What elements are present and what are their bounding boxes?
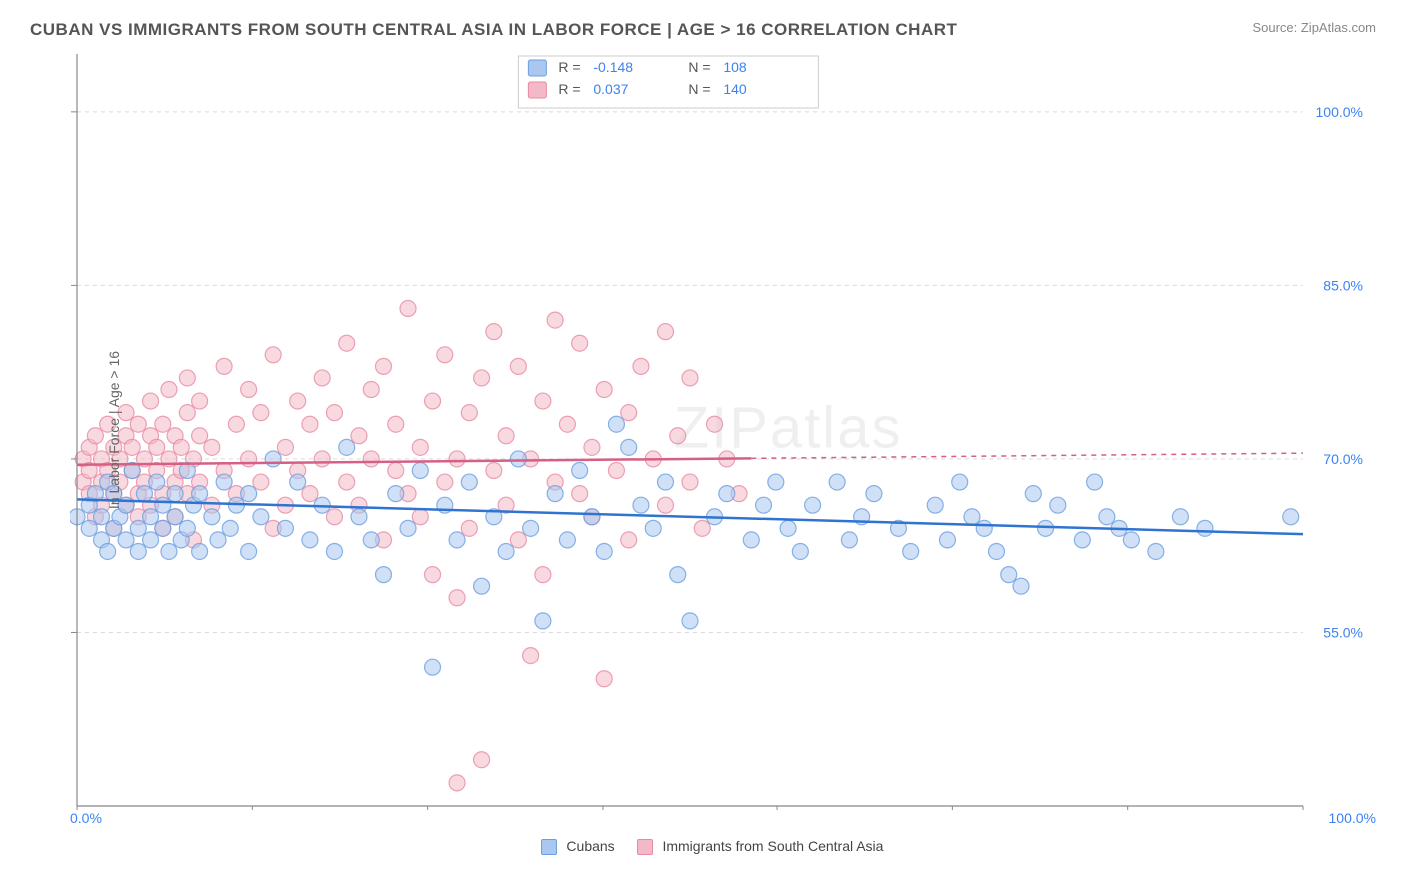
svg-text:-0.148: -0.148 [593, 59, 633, 75]
chart-container: CUBAN VS IMMIGRANTS FROM SOUTH CENTRAL A… [20, 20, 1386, 872]
svg-text:R =: R = [558, 59, 580, 75]
scatter-plot-svg: 55.0%70.0%85.0%100.0%ZIPatlasR =-0.148N … [70, 50, 1376, 810]
x-axis-min-label: 0.0% [70, 810, 102, 826]
svg-text:140: 140 [723, 81, 747, 97]
legend-label-cubans: Cubans [566, 838, 614, 854]
svg-text:70.0%: 70.0% [1323, 451, 1363, 467]
svg-text:55.0%: 55.0% [1323, 624, 1363, 640]
header-row: CUBAN VS IMMIGRANTS FROM SOUTH CENTRAL A… [20, 20, 1386, 50]
legend-swatch-cubans [541, 839, 557, 855]
y-axis-label: In Labor Force | Age > 16 [106, 351, 122, 509]
x-axis-max-label: 100.0% [1329, 810, 1376, 826]
svg-text:100.0%: 100.0% [1316, 104, 1363, 120]
source-label: Source: ZipAtlas.com [1252, 20, 1376, 35]
bottom-legend: Cubans Immigrants from South Central Asi… [20, 838, 1386, 855]
svg-text:85.0%: 85.0% [1323, 277, 1363, 293]
svg-text:N =: N = [688, 59, 710, 75]
svg-text:R =: R = [558, 81, 580, 97]
x-axis-labels: 0.0% 100.0% [70, 810, 1376, 830]
chart-title: CUBAN VS IMMIGRANTS FROM SOUTH CENTRAL A… [30, 20, 957, 40]
plot-area: In Labor Force | Age > 16 55.0% 70.0% 85.0… [70, 50, 1376, 810]
svg-text:0.037: 0.037 [593, 81, 628, 97]
svg-text:108: 108 [723, 59, 747, 75]
svg-text:N =: N = [688, 81, 710, 97]
legend-swatch-scasia [637, 839, 653, 855]
legend-label-scasia: Immigrants from South Central Asia [662, 838, 883, 854]
